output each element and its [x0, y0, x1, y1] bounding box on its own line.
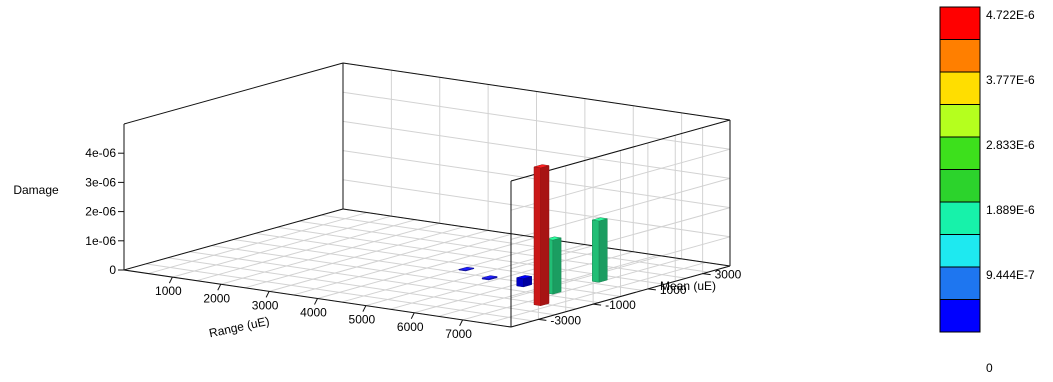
bar-top-face [546, 236, 562, 241]
x-tick-label: 5000 [349, 313, 376, 327]
y-axis-label: Mean (uE) [660, 279, 716, 293]
colorbar-label: 1.889E-6 [986, 203, 1035, 217]
bar [592, 217, 608, 283]
colorbar-label: 4.722E-6 [986, 8, 1035, 22]
x-tick-label: 6000 [397, 320, 424, 334]
floor-grid-line [299, 220, 687, 279]
x-tick-mark [362, 305, 367, 312]
x-axis-label: Range (uE) [208, 314, 271, 340]
colorbar-label: 3.777E-6 [986, 73, 1035, 87]
grid-layer [123, 62, 731, 328]
axes-layer: 4e-06 3e-06 2e-06 1e-06 0 1000 2000 3000 4000 500… [85, 62, 742, 341]
x-tick-label: 7000 [445, 327, 472, 341]
y-tick-mark [593, 303, 602, 306]
colorbar-swatch [939, 6, 981, 40]
bar [533, 164, 550, 307]
z-axis-label: Damage [13, 183, 59, 197]
colorbar-swatch [939, 104, 981, 138]
y-tick-label: -3000 [550, 313, 581, 327]
y-tick-mark [538, 318, 547, 321]
x-tick-label: 1000 [155, 284, 182, 298]
box-edge [342, 62, 731, 121]
bar-top-face [592, 217, 608, 222]
colorbar-swatch [939, 234, 981, 268]
colorbar-swatch [939, 266, 981, 300]
y-tick-label: 3000 [715, 268, 742, 282]
z-tick-label: 0 [109, 263, 116, 277]
x-tick-mark [410, 312, 415, 319]
x-tick-label: 3000 [252, 298, 279, 312]
colorbar-swatch [939, 299, 981, 333]
bar-side-face [598, 218, 608, 283]
x-tick-mark [459, 319, 464, 327]
y-tick-mark [702, 273, 711, 276]
bar [516, 275, 532, 288]
bar-top-face [482, 275, 498, 280]
x-tick-label: 2000 [203, 291, 230, 305]
bar-front-face [516, 277, 524, 288]
wall-grid-line [342, 91, 731, 150]
floor-grid-line [255, 232, 643, 291]
bar-side-face [540, 165, 550, 307]
bar [458, 266, 475, 272]
colorbar-label: 9.444E-7 [986, 268, 1035, 282]
colorbar-label: 2.833E-6 [986, 138, 1035, 152]
bar-front-face [533, 166, 541, 306]
bar-front-face [592, 219, 600, 283]
bar-top-face [533, 164, 550, 169]
bars-layer [458, 164, 608, 307]
colorbar-swatch [939, 169, 981, 203]
bar-top-face [516, 275, 532, 279]
colorbar-swatch [939, 136, 981, 170]
wall-grid-line [342, 120, 731, 179]
x-tick-mark [217, 284, 222, 291]
x-tick-mark [168, 276, 173, 284]
floor-grid-line [233, 239, 621, 297]
y-tick-mark [647, 288, 656, 291]
bar-top-face [458, 266, 474, 271]
z-tick-label: 3e-06 [85, 175, 116, 189]
floor-grid-line [189, 251, 577, 310]
z-tick-label: 2e-06 [85, 205, 116, 219]
y-tick-label: -1000 [605, 298, 636, 312]
x-tick-mark [314, 298, 318, 305]
colorbar-swatch [939, 201, 981, 235]
colorbar-swatch [939, 71, 981, 105]
colorbar-swatch [939, 39, 981, 73]
z-tick-label: 4e-06 [85, 146, 116, 160]
colorbar-label: 0 [986, 361, 993, 375]
y-tick-label: 1000 [660, 283, 687, 297]
box-edge [510, 265, 731, 328]
floor-grid-line [321, 214, 709, 273]
x-tick-label: 4000 [300, 306, 327, 320]
floor-grid-line [145, 263, 533, 322]
bar-side-face [552, 237, 562, 295]
box-edge [123, 208, 344, 271]
box-edge [123, 62, 344, 125]
bar [481, 275, 498, 281]
floor-grid-line [167, 257, 555, 316]
z-tick-label: 1e-06 [85, 234, 116, 248]
x-tick-mark [265, 291, 270, 298]
colorbar: 4.722E-6 3.777E-6 2.833E-6 1.889E-6 9.444E-7… [939, 6, 1035, 375]
